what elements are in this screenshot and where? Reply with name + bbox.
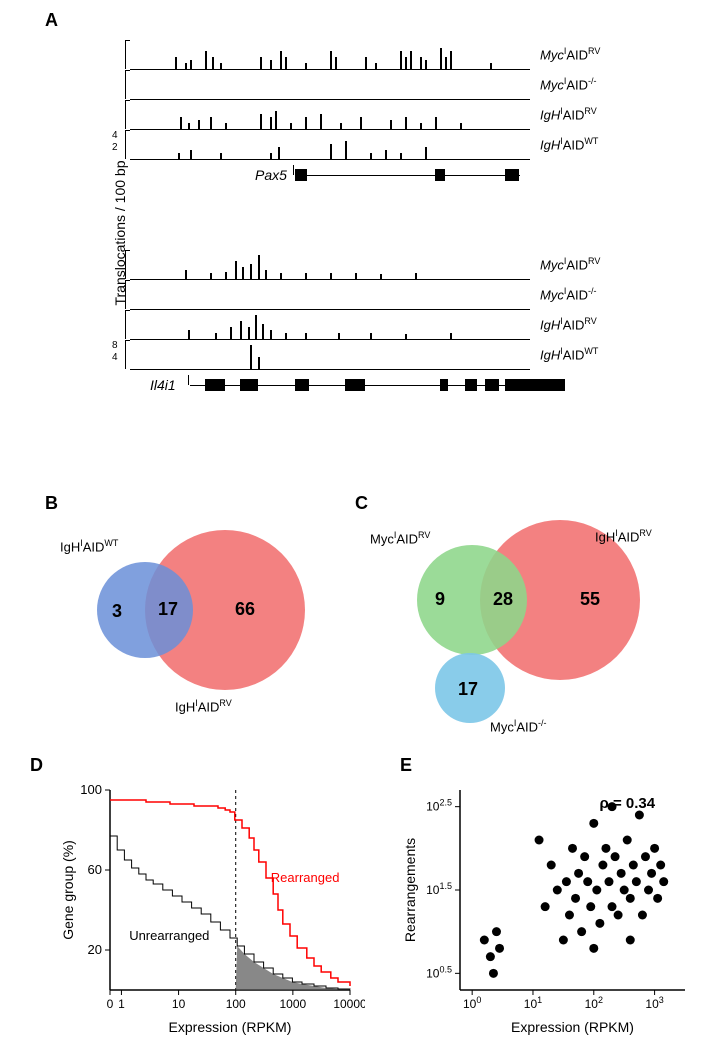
- svg-text:100: 100: [463, 995, 481, 1011]
- venn-c-left-label: MycIAIDRV: [370, 530, 430, 546]
- svg-text:103: 103: [645, 995, 663, 1011]
- venn-b-overlap-n: 17: [158, 599, 178, 620]
- svg-text:Rearrangements: Rearrangements: [402, 838, 418, 942]
- svg-text:100: 100: [80, 782, 102, 797]
- track-row: IgHIAIDRV: [130, 310, 530, 340]
- svg-text:101.5: 101.5: [426, 881, 452, 897]
- svg-text:1: 1: [118, 997, 125, 1011]
- svg-text:100.5: 100.5: [426, 964, 452, 980]
- panel-letter-d: D: [30, 755, 43, 776]
- panel-letter-a: A: [45, 10, 58, 31]
- svg-text:ρ = 0.34: ρ = 0.34: [600, 795, 656, 812]
- panel-letter-c: C: [355, 493, 368, 514]
- svg-text:1000: 1000: [280, 997, 307, 1011]
- venn-b-left-label: IgHIAIDWT: [60, 538, 118, 554]
- pax5-tracks: MycIAIDRVMycIAID-/-IgHIAIDRVIgHIAIDWT42P…: [130, 40, 610, 185]
- venn-b-right-label: IgHIAIDRV: [175, 698, 232, 714]
- track-row: IgHIAIDWT84: [130, 340, 530, 370]
- svg-text:102: 102: [585, 995, 603, 1011]
- svg-text:10000: 10000: [333, 997, 365, 1011]
- panel-e-chart: 100.5 101.5 102.5 100 101 102 103 Rearrangement…: [400, 775, 695, 1040]
- svg-text:Gene group (%): Gene group (%): [60, 840, 76, 940]
- il4i1-tracks: MycIAIDRVMycIAID-/-IgHIAIDRVIgHIAIDWT84I…: [130, 250, 610, 395]
- panel-d-chart: 20601000110100100010000Gene group (%)Exp…: [55, 775, 365, 1040]
- venn-b-left-n: 3: [112, 601, 122, 622]
- track-row: MycIAID-/-: [130, 70, 530, 100]
- svg-text:20: 20: [88, 942, 102, 957]
- svg-text:60: 60: [88, 862, 102, 877]
- venn-c-left-n: 9: [435, 589, 445, 610]
- track-row: MycIAIDRV: [130, 250, 530, 280]
- venn-c-bot-label: MycIAID-/-: [490, 718, 547, 734]
- venn-b-right-n: 66: [235, 599, 255, 620]
- track-row: IgHIAIDWT42: [130, 130, 530, 160]
- svg-text:10: 10: [172, 997, 186, 1011]
- panel-letter-b: B: [45, 493, 58, 514]
- svg-text:101: 101: [524, 995, 542, 1011]
- track-row: IgHIAIDRV: [130, 100, 530, 130]
- svg-text:Rearranged: Rearranged: [271, 870, 340, 885]
- venn-c-right-n: 55: [580, 589, 600, 610]
- venn-c-right-label: IgHIAIDRV: [595, 528, 652, 544]
- svg-text:Expression (RPKM): Expression (RPKM): [511, 1019, 634, 1035]
- panel-letter-e: E: [400, 755, 412, 776]
- venn-c: [360, 515, 690, 745]
- track-row: MycIAID-/-: [130, 280, 530, 310]
- svg-text:Expression (RPKM): Expression (RPKM): [169, 1019, 292, 1035]
- venn-c-bot-n: 17: [458, 679, 478, 700]
- svg-text:Unrearranged: Unrearranged: [129, 928, 209, 943]
- venn-c-overlap-n: 28: [493, 589, 513, 610]
- svg-text:102.5: 102.5: [426, 798, 452, 814]
- svg-text:0: 0: [107, 997, 114, 1011]
- track-row: MycIAIDRV: [130, 40, 530, 70]
- svg-text:100: 100: [226, 997, 246, 1011]
